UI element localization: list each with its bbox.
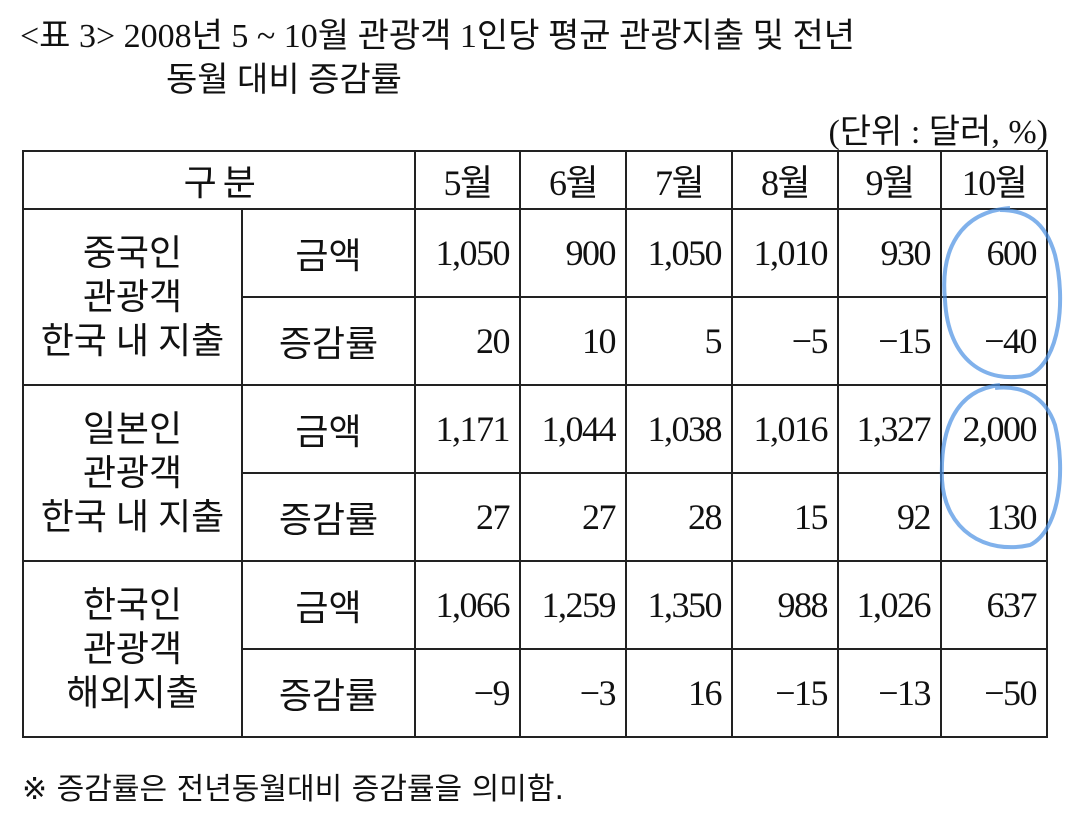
group-label-line: 한국 내 지출 (40, 321, 225, 361)
group-label-line: 관광객 (82, 453, 183, 493)
value-cell: 1,016 (731, 384, 839, 474)
footnote: ※ 증감률은 전년동월대비 증감률을 의미함. (22, 772, 565, 807)
group-label-line: 한국 내 지출 (40, 497, 225, 537)
group-label-line: 관광객 (82, 629, 183, 669)
value-cell: 1,026 (837, 560, 942, 650)
value-cell: −13 (837, 648, 942, 738)
value-cell: −15 (731, 648, 839, 738)
header-cell: 구 분 (22, 150, 416, 210)
value-cell: −9 (414, 648, 521, 738)
row-label: 증감률 (241, 648, 416, 738)
value-cell: 1,038 (625, 384, 733, 474)
value-cell: −50 (940, 648, 1048, 738)
header-row: 구 분 5월 6월 7월 8월 9월 10월 (22, 150, 1048, 210)
title: <표 3> 2008년 5 ~ 10월 관광객 1인당 평균 관광지출 및 전년 (20, 18, 856, 55)
data-row: 일본인 관광객 한국 내 지출 금액 1,171 1,044 1,038 1,016 1,327… (22, 384, 1048, 562)
value-cell: 900 (519, 208, 627, 298)
group-label: 한국인 관광객 해외지출 (22, 560, 243, 738)
data-table: 구 분 5월 6월 7월 8월 9월 10월 중국인 관광객 한국 내 지출 금액 1,050 900 1… (22, 150, 1048, 738)
value-cell: 2,000 (940, 384, 1048, 474)
value-cell: −5 (731, 296, 839, 386)
row-label: 증감률 (241, 296, 416, 386)
value-cell: 5 (625, 296, 733, 386)
value-cell: 600 (940, 208, 1048, 298)
group-label-line: 해외지출 (66, 673, 199, 713)
value-cell: 1,066 (414, 560, 521, 650)
row-label: 증감률 (241, 472, 416, 562)
group-label-line: 일본인 (82, 409, 183, 449)
title: 동월 대비 증감률 (166, 62, 402, 99)
value-cell: −3 (519, 648, 627, 738)
value-cell: −15 (837, 296, 942, 386)
value-cell: −40 (940, 296, 1048, 386)
value-cell: 1,050 (625, 208, 733, 298)
data-row: 중국인 관광객 한국 내 지출 금액 1,050 900 1,050 1,010 930 600 (22, 208, 1048, 386)
data-row: 한국인 관광객 해외지출 금액 1,066 1,259 1,350 988 1,026 637 (22, 560, 1048, 738)
group-label-line: 중국인 (82, 233, 183, 273)
value-cell: 637 (940, 560, 1048, 650)
header-cell: 7월 (625, 150, 733, 210)
header-cell: 9월 (837, 150, 942, 210)
value-cell: 1,171 (414, 384, 521, 474)
value-cell: 1,050 (414, 208, 521, 298)
value-cell: 15 (731, 472, 839, 562)
row-label: 금액 (241, 560, 416, 650)
value-cell: 1,010 (731, 208, 839, 298)
value-cell: 20 (414, 296, 521, 386)
group-label-line: 관광객 (82, 277, 183, 317)
group-label: 중국인 관광객 한국 내 지출 (22, 208, 243, 386)
group-label-line: 한국인 (82, 585, 183, 625)
value-cell: 28 (625, 472, 733, 562)
header-cell: 8월 (731, 150, 839, 210)
value-cell: 1,327 (837, 384, 942, 474)
header-cell: 10월 (940, 150, 1048, 210)
value-cell: 1,350 (625, 560, 733, 650)
value-cell: 10 (519, 296, 627, 386)
header-cell: 5월 (414, 150, 521, 210)
value-cell: 1,259 (519, 560, 627, 650)
data-row: 증감률 −9 −3 16 −15 −13 −50 (23, 648, 1048, 738)
value-cell: 130 (940, 472, 1048, 562)
value-cell: 27 (414, 472, 521, 562)
group-label: 일본인 관광객 한국 내 지출 (22, 384, 243, 562)
value-cell: 988 (731, 560, 839, 650)
value-cell: 16 (625, 648, 733, 738)
header-cell: 6월 (519, 150, 627, 210)
value-cell: 930 (837, 208, 942, 298)
row-label: 금액 (241, 384, 416, 474)
row-label: 금액 (241, 208, 416, 298)
value-cell: 1,044 (519, 384, 627, 474)
value-cell: 27 (519, 472, 627, 562)
unit-note: (단위 : 달러, %) (828, 114, 1048, 151)
value-cell: 92 (837, 472, 942, 562)
